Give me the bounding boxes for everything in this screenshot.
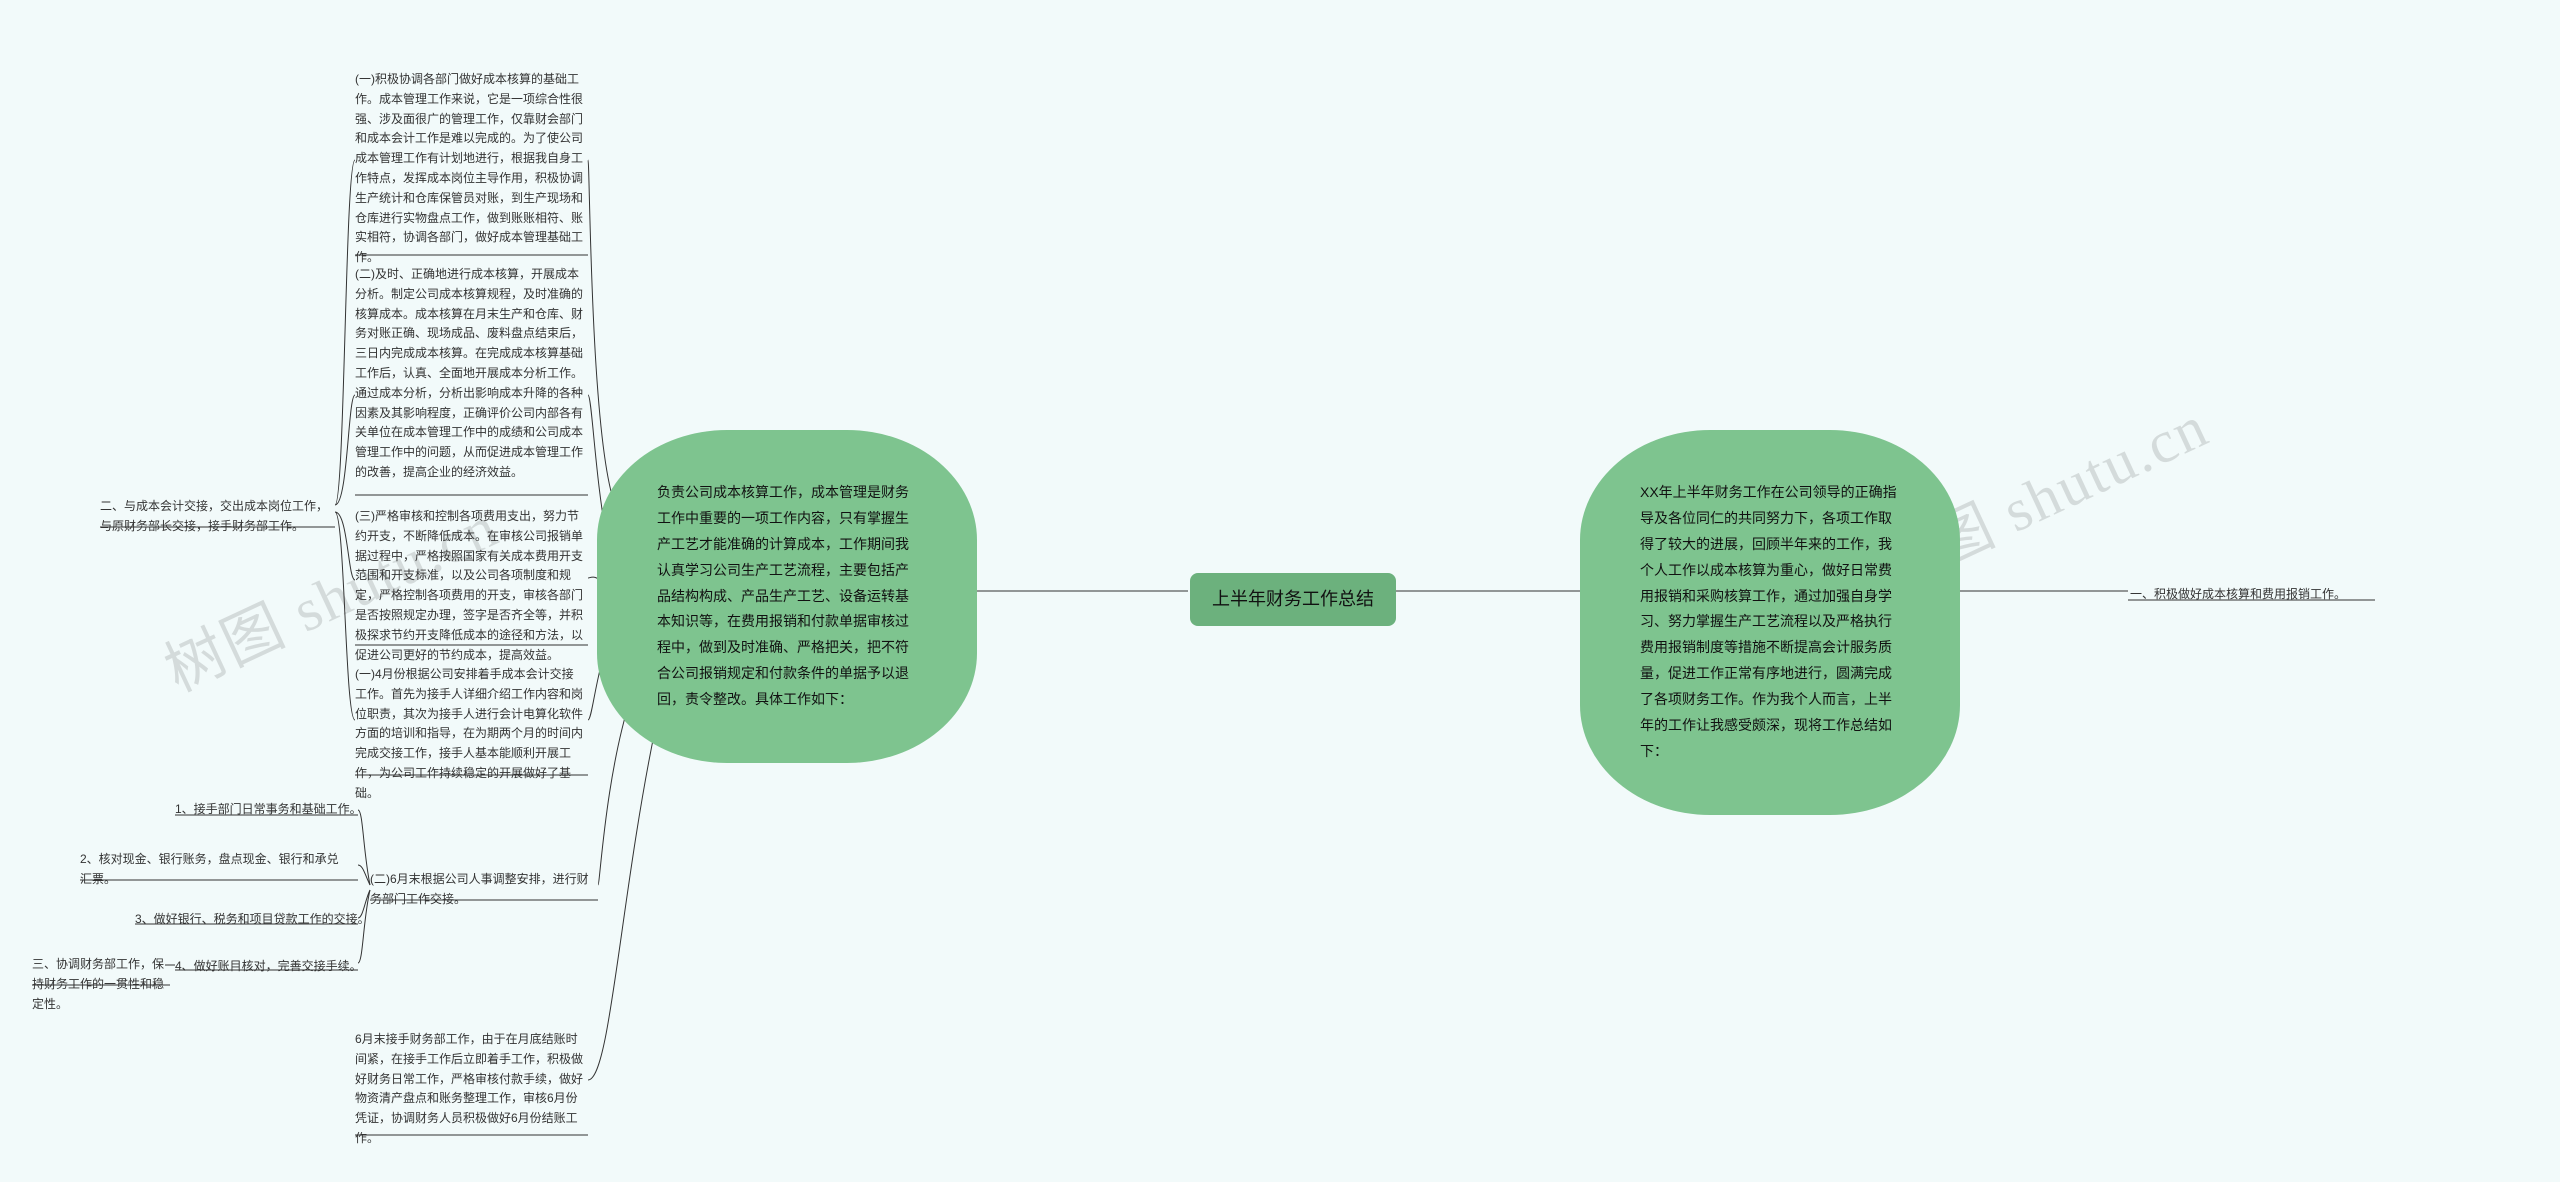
left-sub-2[interactable]: 2、核对现金、银行账务，盘点现金、银行和承兑汇票。 [80,850,350,890]
edge-b [358,810,370,885]
edge-pill-left [588,160,617,510]
left-item-a2[interactable]: (二)及时、正确地进行成本核算，开展成本分析。制定公司成本核算规程，及时准确的核… [355,265,585,483]
left-sec2-header[interactable]: 二、与成本会计交接，交出成本岗位工作，与原财务部长交接，接手财务部工作。 [100,497,330,537]
left-summary-pill[interactable]: 负责公司成本核算工作，成本管理是财务工作中重要的一项工作内容，只有掌握生产工艺才… [597,430,977,763]
edge-b [358,865,370,885]
left-item-b[interactable]: (二)6月末根据公司人事调整安排，进行财务部门工作交接。 [370,870,590,910]
right-leaf-1[interactable]: 一、积极做好成本核算和费用报销工作。 [2130,585,2346,605]
edge-a-bracket [335,160,355,720]
left-item-a3[interactable]: (三)严格审核和控制各项费用支出，努力节约开支，不断降低成本。在审核公司报销单据… [355,507,585,665]
left-item-a1[interactable]: (一)积极协调各部门做好成本核算的基础工作。成本管理工作来说，它是一项综合性很强… [355,70,585,268]
edge-pill-left [588,730,655,1080]
edge-pill-left [598,700,630,885]
left-sub-1[interactable]: 1、接手部门日常事务和基础工作。 [175,800,362,820]
left-sec3-header[interactable]: 三、协调财务部工作，保持财务工作的一贯性和稳定性。 [32,955,172,1014]
root-node[interactable]: 上半年财务工作总结 [1190,573,1396,626]
left-item-c[interactable]: 6月末接手财务部工作，由于在月底结账时间紧，在接手工作后立即着手工作，积极做好财… [355,1030,585,1149]
left-item-a4[interactable]: (一)4月份根据公司安排着手成本会计交接工作。首先为接手人详细介绍工作内容和岗位… [355,665,585,804]
left-sub-3[interactable]: 3、做好银行、税务和项目贷款工作的交接。 [135,910,370,930]
right-summary-pill[interactable]: XX年上半年财务工作在公司领导的正确指导及各位同仁的共同努力下，各项工作取得了较… [1580,430,1960,815]
left-sub-4[interactable]: 4、做好账目核对，完善交接手续。 [175,957,362,977]
